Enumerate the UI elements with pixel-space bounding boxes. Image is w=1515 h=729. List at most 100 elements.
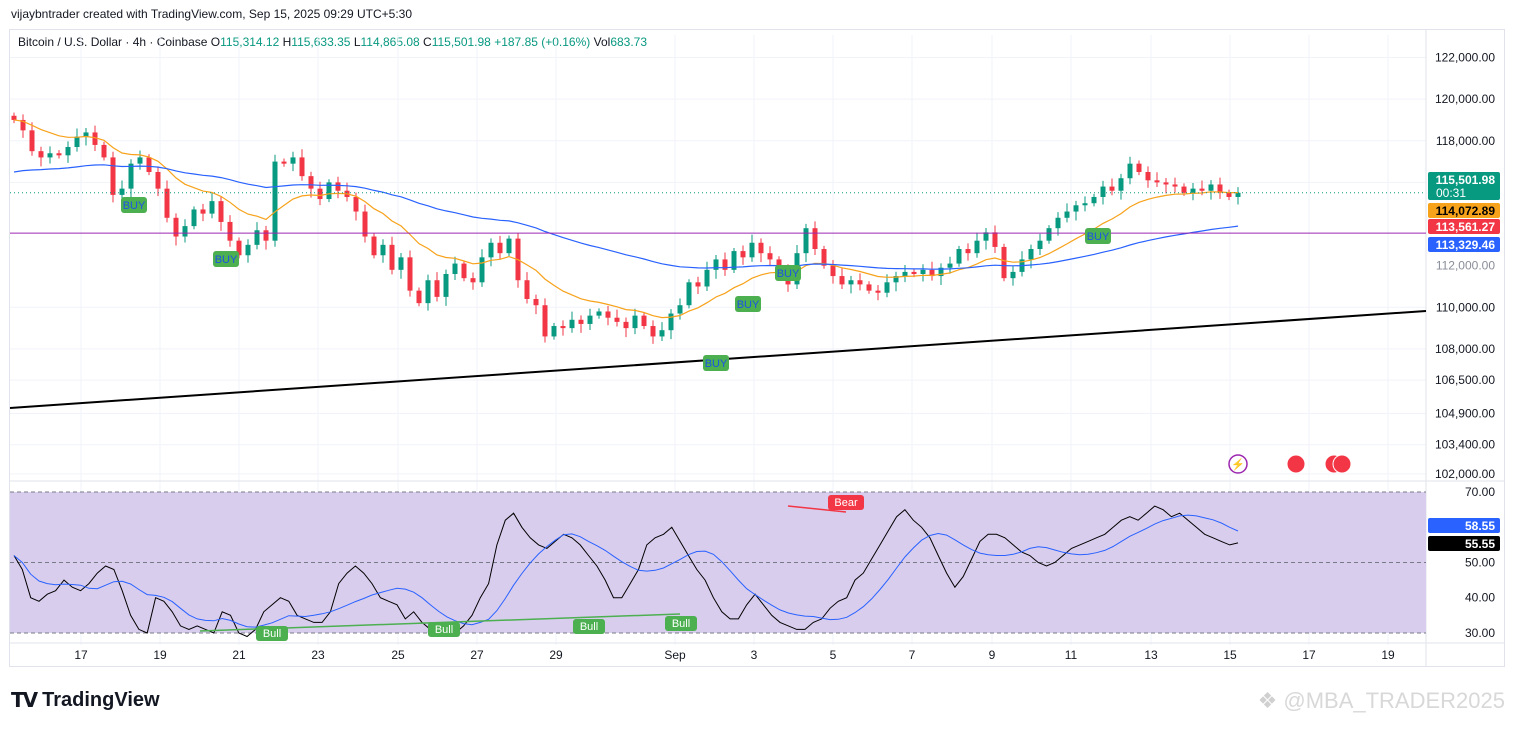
candle [902,265,908,283]
buy-signal [121,197,147,213]
candle [245,239,251,263]
candle-body [398,257,404,270]
buy-signal [703,355,729,371]
candle [1217,177,1223,199]
candle [893,271,899,292]
candle [929,261,935,281]
candle [470,272,476,290]
candle-body [479,257,485,283]
candle [182,219,188,243]
candle [821,245,827,269]
candle-body [1217,184,1223,193]
buy-signal-label: BUY [737,299,760,311]
candle [38,146,44,167]
candle [272,154,278,247]
buy-signal-label: BUY [777,268,800,280]
candle-body [686,282,692,306]
price-axis-tag-countdown: 00:31 [1436,186,1466,200]
time-tick-label: 9 [989,648,996,662]
candle-body [1001,246,1007,279]
candle [578,315,584,333]
candle-body [83,132,89,137]
candle [479,249,485,287]
time-tick-label: 3 [751,648,758,662]
candle-body [659,330,665,337]
candle-body [929,269,935,277]
candle [1046,225,1052,244]
tradingview-logo: 𝗧𝗩 TradingView [11,688,160,713]
candle [371,233,377,259]
candle-body [47,153,53,158]
candle [1001,243,1007,282]
candle [722,252,728,276]
candle [191,206,197,230]
candle [659,322,665,342]
buy-signal [735,296,761,312]
bull-signal-box [573,619,605,634]
candle-body [200,209,206,214]
candle-body [965,249,971,254]
candle-body [893,276,899,283]
bull-signal [256,626,288,641]
candle [542,298,548,343]
candle [650,320,656,344]
candle-body [578,319,584,324]
candle-body [1118,178,1124,191]
rsi-axis-tag [1428,518,1500,533]
candle [29,122,35,156]
candle-body [704,269,710,287]
candle [1064,203,1070,223]
candle-body [911,271,917,274]
candle [155,166,161,197]
candle-body [740,251,746,258]
rsi-axis-tag-bg [1428,536,1500,551]
candle-body [1235,192,1241,197]
candle [299,149,305,181]
candle [749,234,755,262]
candle-body [1073,205,1079,212]
bull-signal [573,619,605,634]
candle-body [839,276,845,285]
candle-body [425,280,431,304]
candle [668,309,674,340]
candle-body [1190,188,1196,193]
candle [641,312,647,330]
candle-body [1109,186,1115,191]
candle-body [128,163,134,189]
candle-body [110,157,116,195]
price-axis-tag-value: 113,329.46 [1436,238,1496,252]
candle-body [461,263,467,279]
bull-signal-box [665,616,697,631]
candle-body [812,228,818,250]
candle [119,180,125,200]
buy-signal-box [703,355,729,371]
candle-body [236,240,242,256]
time-tick-label: 19 [1381,648,1395,662]
candle-body [632,315,638,329]
candle-body [1136,163,1142,172]
candle-body [308,176,314,189]
candle [533,294,539,315]
candle-body [623,321,629,329]
bear-signal-box [828,495,864,510]
candle [1055,212,1061,236]
candle [596,308,602,319]
candle-body [983,232,989,241]
candle [200,203,206,222]
tradingview-brand-text: TradingView [42,689,160,711]
candle [695,276,701,294]
rsi-axis-tag-value: 55.55 [1465,537,1495,551]
open-value: 115,314.12 [220,35,280,49]
candle-body [92,132,98,145]
candle-body [137,157,143,164]
price-axis-tag [1428,172,1500,200]
candle [11,112,17,124]
candle [965,243,971,261]
low-value: 114,865.08 [360,35,420,49]
candle-body [20,119,26,131]
candle-body [1145,171,1151,181]
candle [560,320,566,336]
candle-body [605,311,611,318]
candle [857,273,863,291]
